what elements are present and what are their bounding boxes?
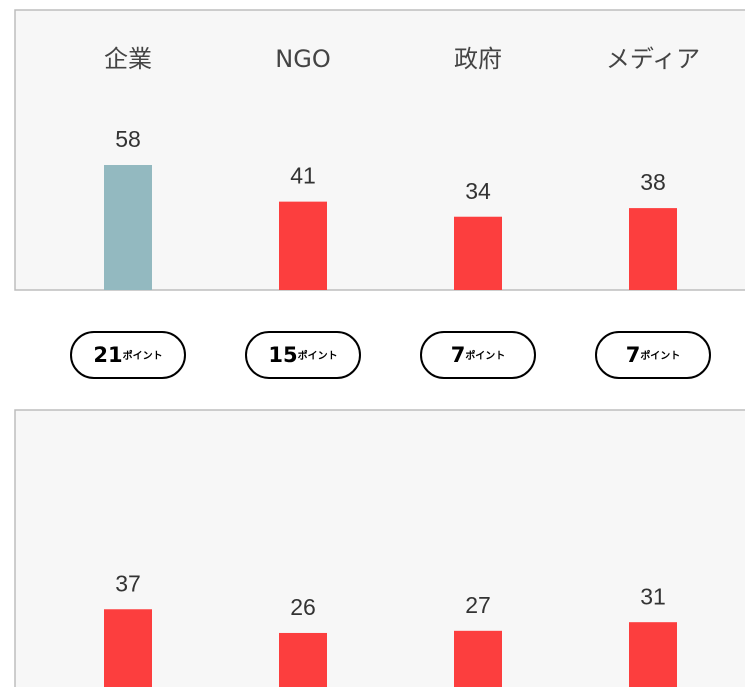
difference-label: 15ポイント bbox=[268, 343, 337, 367]
value-label: 58 bbox=[115, 126, 141, 152]
difference-label: 7ポイント bbox=[451, 343, 506, 367]
bar bbox=[454, 630, 502, 687]
difference-value: 21 bbox=[93, 343, 122, 367]
difference-unit: ポイント bbox=[640, 349, 680, 362]
difference-label: 21ポイント bbox=[93, 343, 162, 367]
difference-value: 15 bbox=[268, 343, 297, 367]
difference-label: 7ポイント bbox=[626, 343, 681, 367]
value-label: 31 bbox=[640, 583, 666, 609]
bar bbox=[279, 632, 327, 687]
value-label: 34 bbox=[465, 178, 491, 204]
bar bbox=[629, 622, 677, 687]
category-label: 企業 bbox=[104, 45, 152, 73]
bar bbox=[104, 165, 152, 290]
category-label: NGO bbox=[275, 45, 330, 73]
bar bbox=[104, 609, 152, 687]
value-label: 26 bbox=[290, 594, 316, 620]
value-label: 38 bbox=[640, 169, 666, 195]
bar bbox=[629, 208, 677, 290]
value-label: 41 bbox=[290, 163, 316, 189]
difference-pill bbox=[595, 331, 711, 379]
difference-unit: ポイント bbox=[298, 349, 338, 362]
difference-pill bbox=[245, 331, 361, 379]
difference-unit: ポイント bbox=[123, 349, 163, 362]
difference-pill bbox=[420, 331, 536, 379]
difference-value: 7 bbox=[451, 343, 466, 367]
bar bbox=[454, 216, 502, 290]
bar bbox=[279, 201, 327, 290]
value-label: 37 bbox=[115, 570, 141, 596]
difference-unit: ポイント bbox=[465, 349, 505, 362]
difference-pill bbox=[70, 331, 186, 379]
category-label: メディア bbox=[606, 45, 700, 73]
category-label: 政府 bbox=[454, 45, 502, 73]
value-label: 27 bbox=[465, 592, 491, 618]
difference-value: 7 bbox=[626, 343, 641, 367]
